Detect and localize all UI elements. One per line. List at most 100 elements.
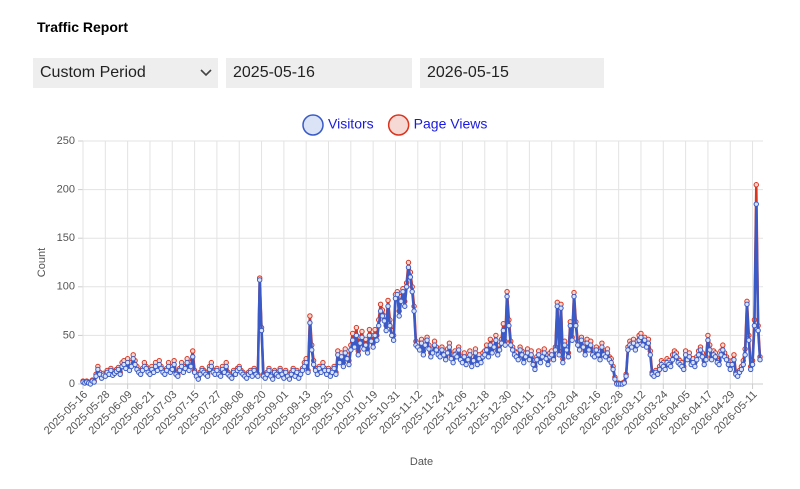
data-point xyxy=(610,366,616,373)
data-point xyxy=(705,337,711,343)
data-point xyxy=(307,320,313,326)
data-point xyxy=(495,352,501,358)
data-point xyxy=(108,367,114,374)
data-point xyxy=(692,363,698,370)
data-point xyxy=(504,293,510,300)
data-point xyxy=(757,357,763,363)
data-point xyxy=(576,347,583,353)
data-point xyxy=(597,357,603,363)
data-point xyxy=(521,359,527,366)
data-point xyxy=(656,366,663,373)
data-point xyxy=(508,342,514,348)
data-point xyxy=(351,344,358,350)
x-axis-label: Date xyxy=(410,456,433,468)
data-point xyxy=(364,350,371,356)
data-point xyxy=(595,352,601,358)
data-point xyxy=(571,293,577,300)
data-point xyxy=(493,337,499,343)
data-point xyxy=(552,347,559,353)
data-point xyxy=(379,313,386,319)
data-point xyxy=(472,350,479,356)
data-point xyxy=(446,344,453,350)
data-point xyxy=(744,301,750,307)
data-point xyxy=(578,337,585,343)
data-point xyxy=(727,366,733,373)
data-point xyxy=(305,369,311,376)
data-point xyxy=(599,344,605,350)
data-point xyxy=(489,350,495,356)
data-point xyxy=(515,357,521,363)
data-point xyxy=(385,303,391,309)
y-axis-label: Count xyxy=(36,248,48,277)
start-date-value: 2025-05-16 xyxy=(233,64,315,81)
data-point xyxy=(223,363,229,370)
data-point xyxy=(190,348,196,354)
legend-swatch xyxy=(302,114,324,136)
data-point xyxy=(469,363,475,370)
data-point xyxy=(593,347,600,353)
data-point xyxy=(385,297,391,304)
data-point xyxy=(132,361,138,368)
data-point xyxy=(270,376,276,382)
data-point xyxy=(348,347,354,353)
data-point xyxy=(545,361,551,368)
data-point xyxy=(506,322,512,329)
data-point xyxy=(422,342,428,348)
data-point xyxy=(454,354,460,360)
data-point xyxy=(740,361,746,368)
data-point xyxy=(405,259,412,266)
data-point xyxy=(403,284,410,290)
end-date-value: 2026-05-15 xyxy=(427,64,509,81)
data-point xyxy=(204,373,211,379)
data-point xyxy=(400,288,406,295)
chevron xyxy=(200,69,212,77)
data-point xyxy=(444,350,451,356)
data-point xyxy=(567,322,573,329)
data-point xyxy=(720,342,726,348)
data-point xyxy=(686,354,693,360)
data-point xyxy=(586,347,592,353)
start-date-input[interactable]: 2025-05-16 xyxy=(226,58,412,88)
data-point xyxy=(541,350,547,356)
data-point xyxy=(450,359,456,366)
data-point xyxy=(755,327,761,334)
data-point xyxy=(377,301,384,307)
data-point xyxy=(402,303,408,309)
data-point xyxy=(353,324,360,331)
data-point xyxy=(461,354,467,360)
data-point xyxy=(731,357,737,363)
data-point xyxy=(372,332,378,339)
data-point xyxy=(396,313,402,319)
period-select[interactable]: Custom Period xyxy=(33,58,218,88)
data-point xyxy=(487,336,494,342)
data-point xyxy=(532,366,538,373)
data-point xyxy=(439,347,445,353)
data-point xyxy=(712,354,719,360)
legend-label: Visitors xyxy=(328,116,374,132)
data-point xyxy=(751,322,758,329)
data-point xyxy=(389,332,395,339)
y-tick-label: 100 xyxy=(57,281,75,293)
data-point xyxy=(582,352,588,358)
data-point xyxy=(366,332,373,339)
y-tick-label: 200 xyxy=(57,184,75,196)
data-point xyxy=(184,359,190,366)
data-point xyxy=(500,327,507,334)
data-point xyxy=(91,379,97,385)
data-point xyxy=(372,326,378,333)
legend-label: Page Views xyxy=(414,116,488,132)
data-point xyxy=(669,357,676,363)
data-point xyxy=(357,340,363,346)
data-point xyxy=(266,367,272,374)
data-point xyxy=(565,354,572,360)
data-point xyxy=(309,347,315,353)
end-date-input[interactable]: 2026-05-15 xyxy=(420,58,604,88)
data-point xyxy=(738,366,745,373)
data-point xyxy=(638,334,644,341)
data-point xyxy=(370,344,376,350)
data-point xyxy=(548,352,555,358)
data-point xyxy=(703,357,709,363)
data-point xyxy=(493,332,499,339)
data-point xyxy=(608,359,614,366)
